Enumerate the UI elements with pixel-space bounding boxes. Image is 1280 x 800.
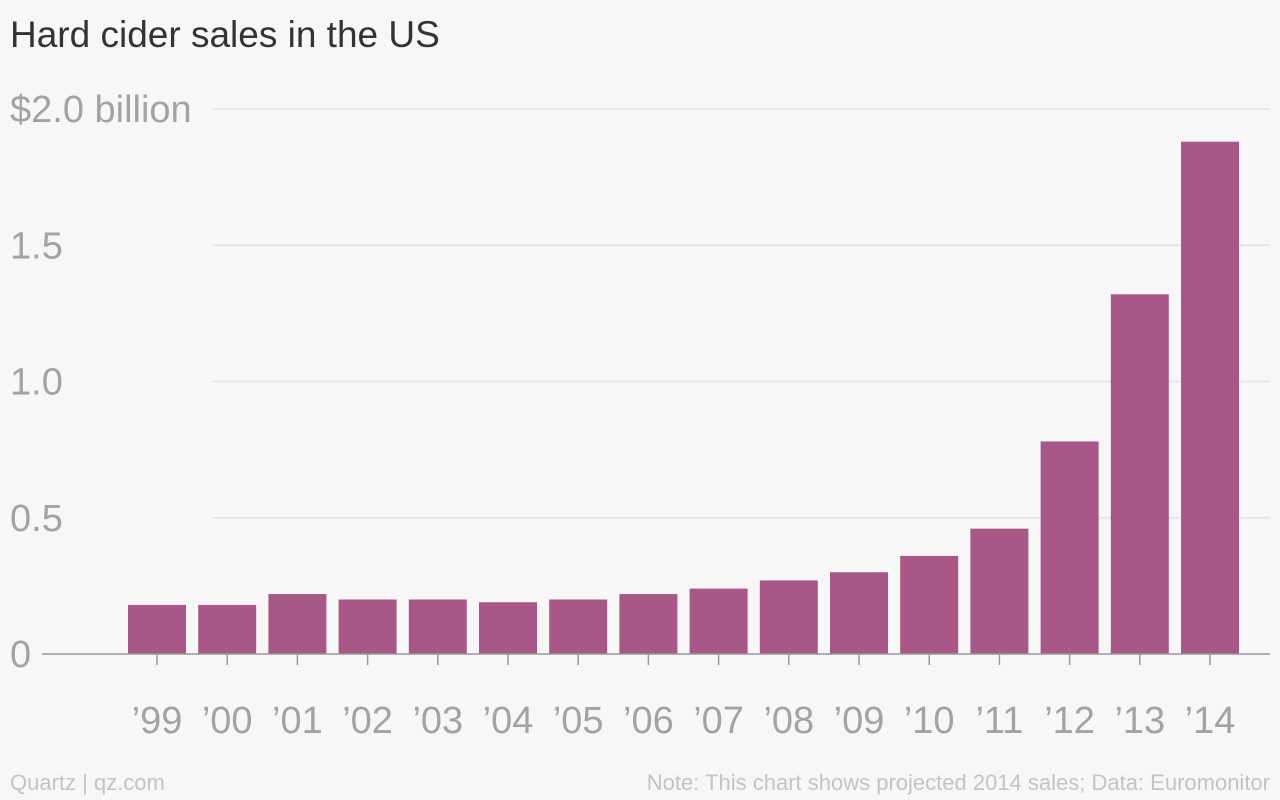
x-tick-label: ’03 [412, 700, 463, 742]
y-tick-label: 1.0 [10, 362, 63, 404]
x-tick-label: ’04 [483, 700, 534, 742]
bar [479, 602, 537, 654]
bar [549, 599, 608, 654]
chart-title: Hard cider sales in the US [10, 14, 440, 55]
bar [900, 555, 959, 654]
bar [689, 588, 748, 654]
bar [268, 594, 327, 654]
bar [128, 604, 186, 654]
bar [198, 604, 257, 654]
x-tick-label: ’13 [1114, 700, 1165, 742]
bar [759, 580, 818, 654]
y-tick-label: $2.0 billion [10, 89, 192, 131]
x-tick-label: ’07 [693, 700, 744, 742]
bar [830, 572, 888, 654]
x-tick-label: ’06 [623, 700, 674, 742]
footer-source: Quartz | qz.com [10, 770, 165, 795]
x-tick-label: ’10 [904, 700, 955, 742]
bar [1110, 294, 1169, 654]
bar [408, 599, 467, 654]
x-tick-label: ’12 [1044, 700, 1095, 742]
y-tick-label: 0 [10, 634, 31, 676]
bar [970, 528, 1029, 654]
x-tick-label: ’00 [202, 700, 253, 742]
footer-note: Note: This chart shows projected 2014 sa… [646, 770, 1270, 795]
y-tick-label: 1.5 [10, 225, 63, 267]
x-tick-label: ’11 [975, 700, 1023, 742]
x-tick-label: ’09 [834, 700, 885, 742]
bar [1040, 441, 1099, 654]
x-tick-label: ’05 [553, 700, 604, 742]
bar [619, 594, 678, 654]
x-tick-label: ’08 [763, 700, 814, 742]
y-tick-label: 0.5 [10, 498, 63, 540]
x-tick-label: ’14 [1185, 700, 1236, 742]
bar [338, 599, 397, 654]
x-tick-label: ’01 [272, 700, 323, 742]
bar [1181, 141, 1239, 654]
x-tick-label: ’99 [132, 700, 183, 742]
x-tick-label: ’02 [342, 700, 393, 742]
